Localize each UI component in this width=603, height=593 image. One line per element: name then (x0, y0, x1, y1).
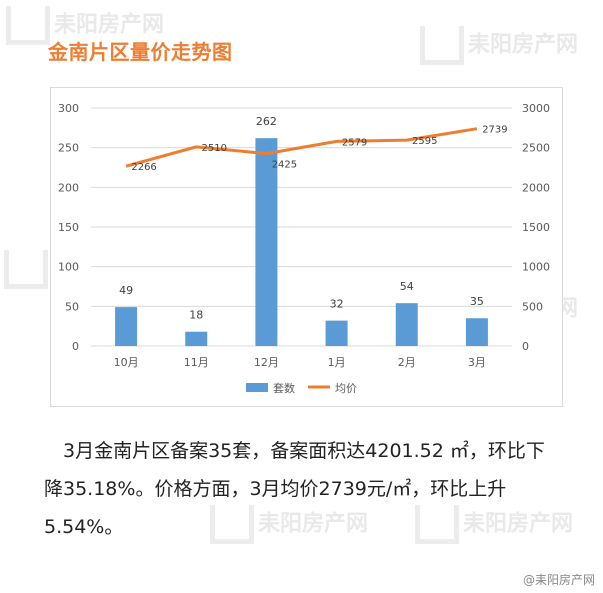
y-left-tick-label: 150 (58, 221, 79, 234)
y-right-tick-label: 3000 (522, 102, 550, 115)
y-left-tick-label: 50 (65, 300, 79, 313)
y-left-tick-label: 300 (58, 102, 79, 115)
bar-10月 (115, 307, 138, 346)
y-right-tick-label: 500 (522, 300, 543, 313)
bar-11月 (185, 331, 208, 346)
bar-1月 (325, 320, 348, 346)
bar-data-label: 54 (400, 280, 414, 293)
y-right-tick-label: 0 (522, 340, 529, 353)
bar-data-label: 262 (256, 115, 277, 128)
line-data-label: 2266 (131, 162, 156, 173)
line-data-label: 2579 (342, 137, 367, 148)
x-tick-label: 2月 (398, 356, 416, 369)
legend-label-bar: 套数 (273, 382, 295, 395)
y-left-tick-label: 250 (58, 142, 79, 155)
line-data-label: 2425 (272, 160, 297, 171)
legend-label-line: 均价 (335, 382, 357, 395)
line-data-label: 2595 (412, 136, 437, 147)
y-right-tick-label: 2000 (522, 181, 550, 194)
x-tick-label: 1月 (328, 356, 346, 369)
bar-12月 (255, 138, 278, 346)
bar-data-label: 18 (189, 309, 203, 322)
source-mark: @耒阳房产网 (522, 573, 595, 587)
y-right-tick-label: 1500 (522, 221, 550, 234)
line-data-label: 2739 (482, 125, 507, 136)
bar-3月 (465, 318, 488, 346)
bar-data-label: 35 (470, 295, 484, 308)
x-tick-label: 12月 (254, 356, 279, 369)
chart-container: 0 50 100 150 200 250 300 0 500 1000 1500 2000 2500 30… (50, 87, 563, 407)
line-data-label: 2510 (202, 143, 227, 154)
y-left-tick-label: 0 (72, 340, 79, 353)
combo-chart: 0501001502002503000500100015002000250030… (58, 102, 550, 395)
y-right-tick-label: 1000 (522, 261, 550, 274)
y-right-tick-label: 2500 (522, 142, 550, 155)
y-left-tick-label: 200 (58, 181, 79, 194)
summary-paragraph: 3月金南片区备案35套，备案面积达4201.52 ㎡，环比下降35.18%。价格… (44, 440, 545, 538)
y-left-tick-label: 100 (58, 261, 79, 274)
x-tick-label: 3月 (468, 356, 486, 369)
bar-data-label: 49 (119, 284, 133, 297)
bar-data-label: 32 (330, 298, 344, 311)
bar-2月 (395, 303, 418, 346)
x-tick-label: 10月 (114, 356, 139, 369)
legend-swatch-bar (246, 383, 268, 392)
line-series-avg-price (125, 127, 478, 168)
x-tick-label: 11月 (184, 356, 209, 369)
chart-title: 金南片区量价走势图 (48, 40, 233, 64)
watermark: 耒阳房产网 (420, 26, 578, 65)
